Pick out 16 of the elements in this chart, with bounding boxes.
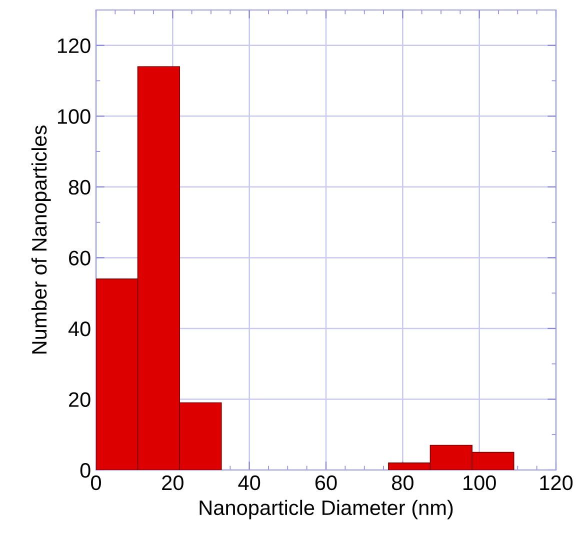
- y-tick-label: 120: [58, 38, 90, 54]
- y-tick-label: 0: [80, 463, 90, 478]
- x-tick-label: 120: [540, 475, 573, 490]
- y-tick-label: 60: [69, 250, 90, 266]
- x-tick-label: 0: [91, 475, 101, 490]
- y-tick-label: 80: [68, 180, 90, 195]
- x-tick-label: 80: [392, 475, 414, 490]
- x-tick-label: 40: [238, 475, 260, 490]
- y-tick-label: 100: [58, 109, 90, 124]
- y-axis-title: Number of Nanoparticles: [31, 126, 51, 354]
- x-tick-label: 60: [315, 475, 337, 490]
- y-tick-label: 20: [69, 392, 90, 407]
- y-tick-label: 40: [68, 321, 90, 336]
- x-tick-label: 20: [162, 475, 184, 490]
- x-axis-title: Nanoparticle Diameter (nm): [200, 500, 453, 520]
- x-tick-label: 100: [464, 475, 496, 490]
